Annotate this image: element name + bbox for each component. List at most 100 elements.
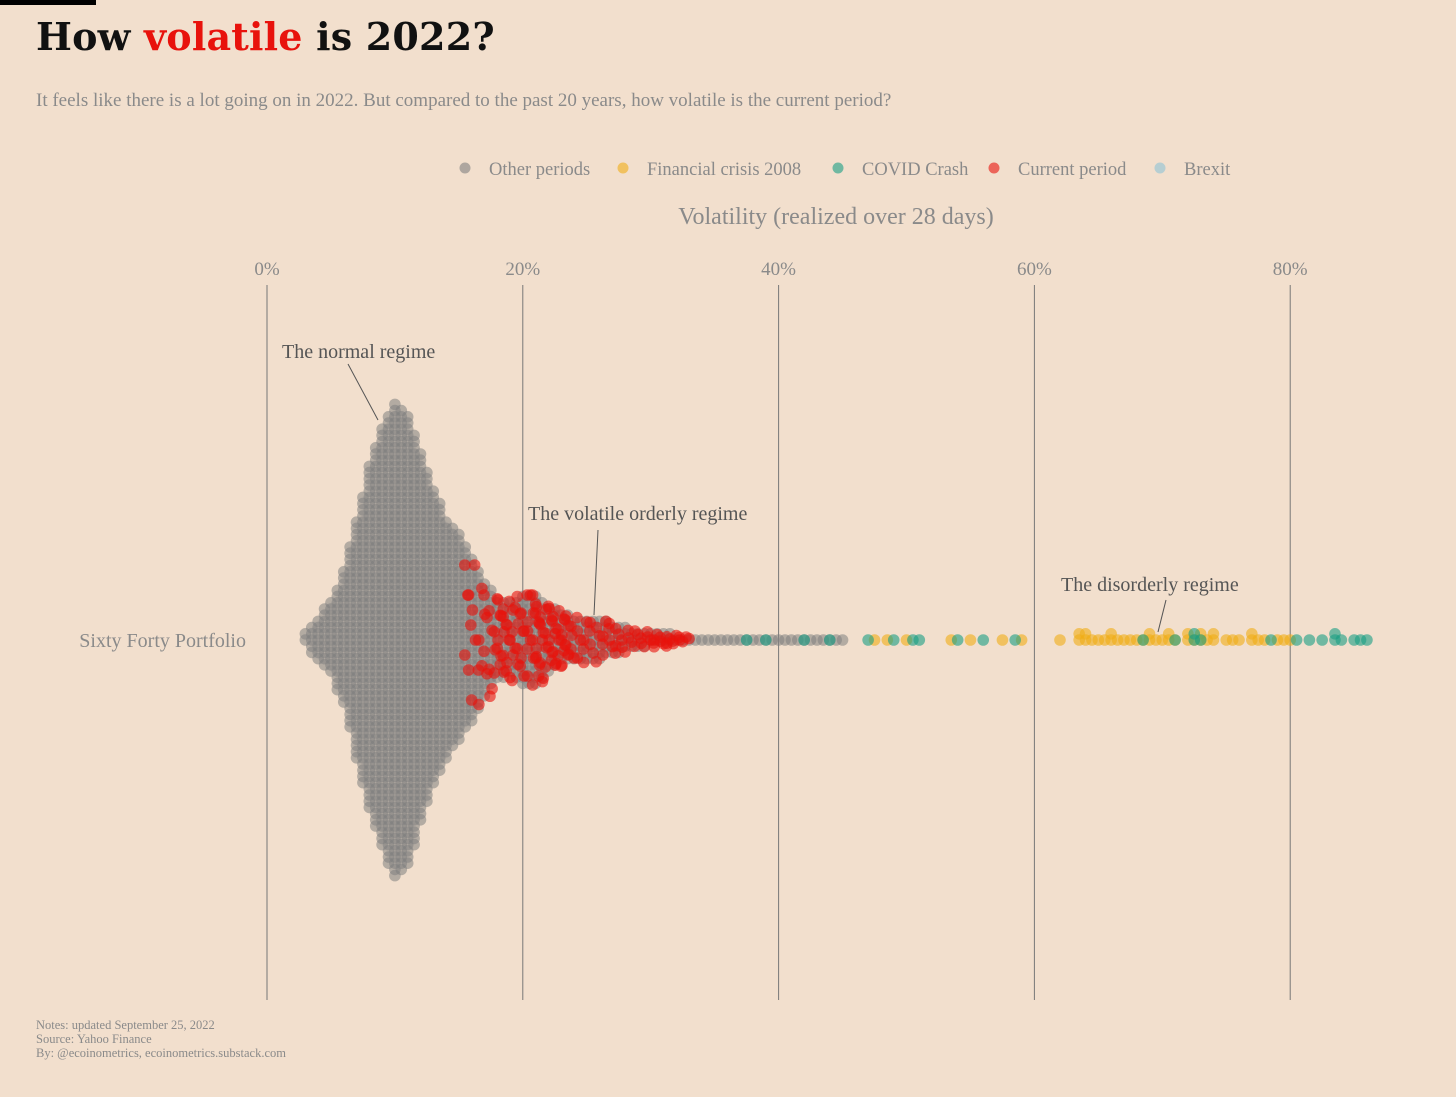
dot-current-period [483, 604, 495, 617]
dot-other-period [453, 528, 465, 541]
legend-label-3: Current period [1018, 160, 1127, 180]
dot-current-period [511, 590, 524, 603]
title-part-2: is 2022? [302, 14, 495, 59]
dot-current-period [526, 679, 539, 691]
legend-label-0: Other periods [489, 160, 590, 180]
legend-label-1: Financial crisis 2008 [647, 160, 801, 180]
dot-covid-crash [977, 634, 990, 646]
dot-covid-crash [1303, 634, 1316, 646]
dot-financial-crisis-2008 [1233, 634, 1245, 646]
dot-covid-crash [1137, 634, 1149, 646]
dot-other-period [453, 733, 465, 745]
dot-covid-crash [1009, 634, 1022, 646]
annotation-label-2: The disorderly regime [1061, 574, 1239, 596]
dot-current-period [565, 643, 577, 655]
dot-current-period [492, 634, 504, 646]
legend-label-2: COVID Crash [862, 160, 968, 180]
dot-covid-crash [887, 634, 900, 646]
dot-other-period [401, 411, 414, 423]
dot-current-period [515, 607, 527, 619]
dot-current-period [459, 649, 471, 661]
dot-current-period [473, 634, 485, 646]
dot-current-period [683, 632, 695, 645]
dot-covid-crash [1265, 634, 1277, 646]
dot-other-period [433, 764, 446, 776]
dot-current-period [486, 682, 498, 695]
dot-other-period [414, 448, 427, 460]
dot-current-period [462, 589, 475, 601]
dot-current-period [556, 629, 568, 641]
dot-financial-crisis-2008 [964, 634, 977, 646]
dot-current-period [584, 638, 596, 651]
dot-other-period [459, 541, 472, 553]
dot-financial-crisis-2008 [1207, 628, 1220, 640]
series-current-period [459, 559, 695, 711]
dot-current-period [521, 670, 534, 682]
footer-by-line: By: @ecoinometrics, ecoinometrics.substa… [36, 1046, 286, 1060]
footer-source-line: Source: Yahoo Finance [36, 1032, 152, 1046]
x-axis-label: Volatility (realized over 28 days) [678, 204, 993, 230]
dot-current-period [560, 610, 572, 622]
category-label: Sixty Forty Portfolio [79, 630, 246, 652]
dot-other-period [408, 838, 420, 851]
dot-other-period [440, 752, 452, 764]
dot-other-period [421, 466, 433, 479]
dot-financial-crisis-2008 [996, 634, 1009, 646]
dot-financial-crisis-2008 [1054, 634, 1066, 646]
dot-other-period [433, 497, 446, 510]
annotation-leader-0 [347, 363, 379, 421]
title-highlight: volatile [144, 14, 303, 59]
dot-current-period [459, 559, 471, 571]
top-accent-bar [0, 0, 96, 5]
annotation-label-0: The normal regime [282, 341, 435, 363]
dot-other-period [401, 857, 414, 869]
legend-marker-1 [617, 162, 629, 174]
dot-current-period [506, 626, 518, 638]
dot-other-period [465, 714, 478, 727]
dot-current-period [530, 642, 543, 655]
dot-current-period [556, 659, 568, 671]
dot-current-period [478, 589, 490, 601]
x-tick-label-40: 40% [761, 259, 796, 280]
dot-covid-crash [862, 634, 874, 646]
dot-current-period [488, 667, 501, 679]
dot-covid-crash [798, 634, 810, 646]
legend-marker-3 [988, 162, 1000, 174]
dot-current-period [571, 611, 583, 624]
dot-covid-crash [1169, 634, 1181, 646]
footer-notes-line: Notes: updated September 25, 2022 [36, 1018, 215, 1032]
dot-covid-crash [740, 634, 753, 646]
x-tick-label-20: 20% [505, 259, 540, 280]
series-other-periods [299, 398, 849, 882]
series-covid-crash [740, 628, 1373, 646]
x-tick-label-0: 0% [254, 259, 280, 280]
dot-current-period [478, 645, 490, 658]
annotation-leader-2 [1157, 599, 1167, 633]
title-part-1: How [36, 14, 144, 59]
legend-marker-2 [832, 162, 844, 174]
dot-other-period [427, 485, 440, 498]
legend-marker-0 [459, 162, 471, 174]
dot-current-period [465, 619, 477, 631]
dot-current-period [506, 674, 518, 687]
x-tick-labels: 0% 20% 40% 60% 80% [254, 259, 1307, 280]
dot-other-period [414, 814, 427, 826]
dot-other-period [408, 429, 420, 442]
dot-covid-crash [1194, 634, 1207, 646]
footer-notes: Notes: updated September 25, 2022 Source… [36, 1018, 286, 1060]
dot-current-period [466, 604, 479, 616]
dot-current-period [597, 649, 609, 661]
dot-other-period [427, 776, 440, 789]
legend-marker-4 [1154, 162, 1166, 174]
dot-current-period [515, 652, 527, 664]
dot-current-period [530, 600, 543, 613]
dot-current-period [526, 589, 539, 601]
dot-current-period [577, 656, 590, 669]
dot-covid-crash [1316, 634, 1328, 646]
dot-covid-crash [1335, 634, 1348, 646]
dot-current-period [462, 664, 475, 676]
dot-covid-crash [913, 634, 926, 646]
dot-covid-crash [1361, 634, 1373, 646]
dot-current-period [534, 618, 547, 631]
page-title: How volatile is 2022? [36, 14, 495, 59]
